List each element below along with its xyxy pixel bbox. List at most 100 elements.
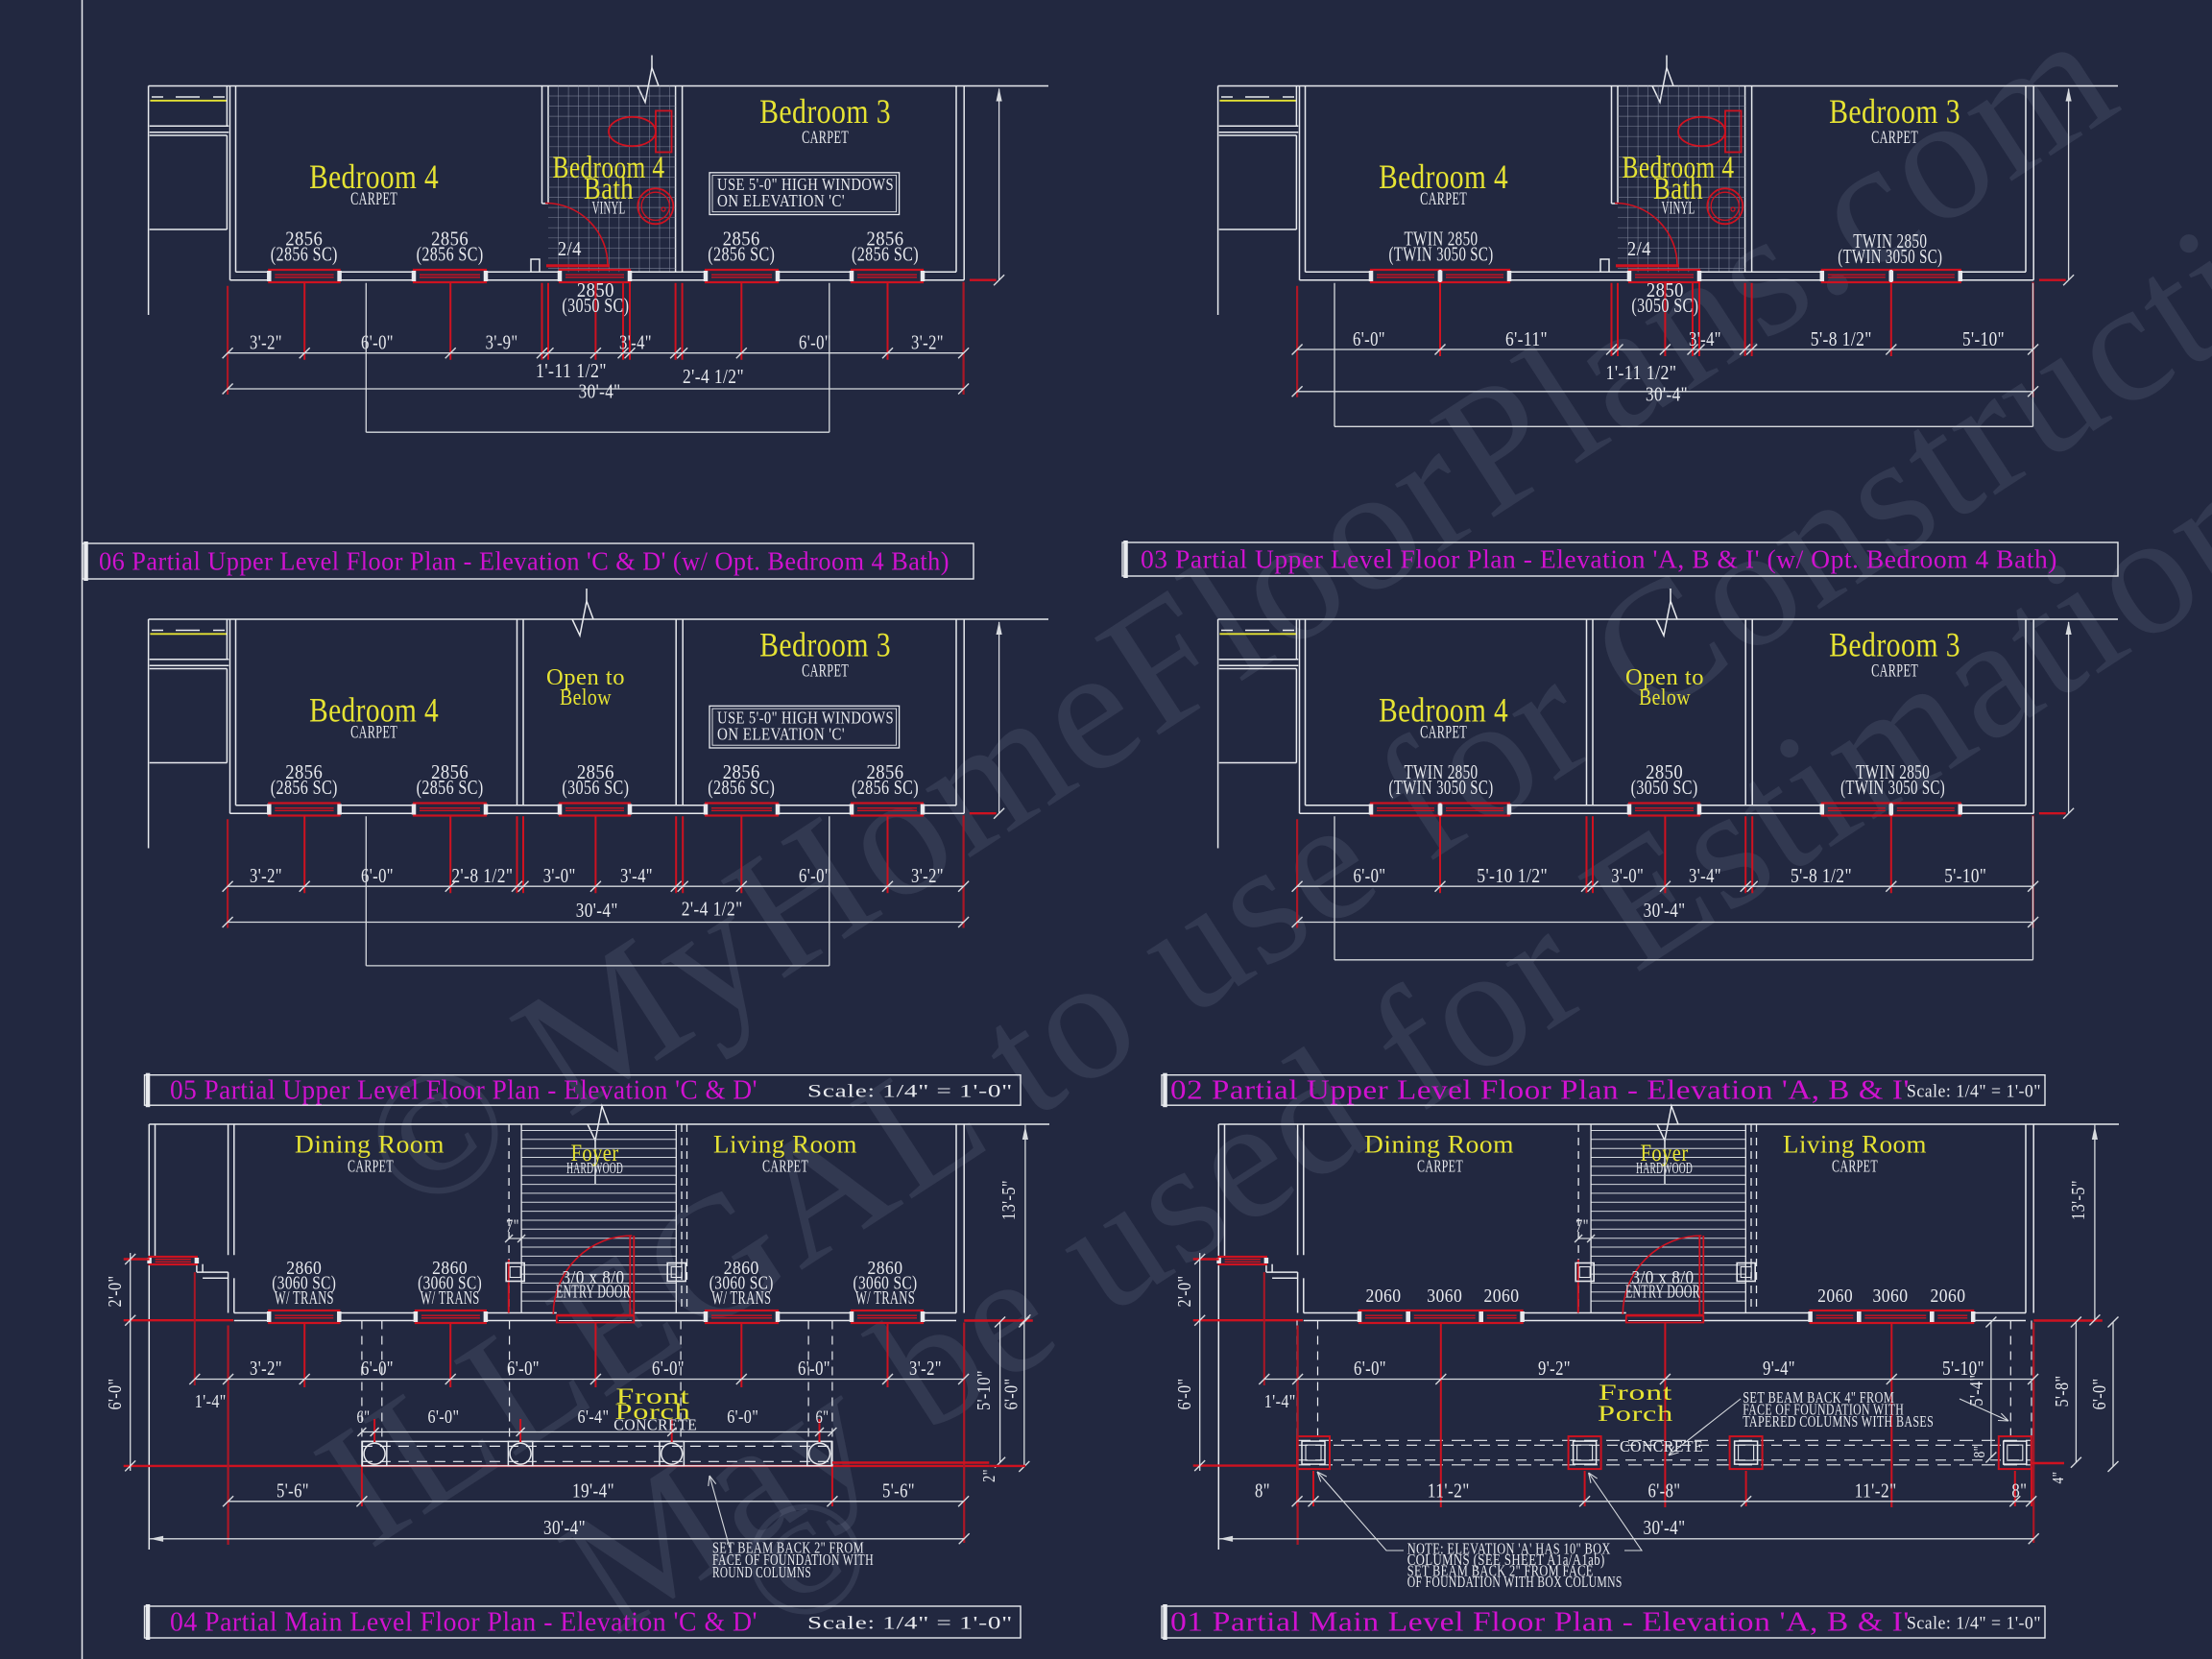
svg-text:(3060 SC): (3060 SC) <box>272 1273 336 1294</box>
svg-text:6'-4": 6'-4" <box>578 1407 610 1428</box>
svg-text:2/4: 2/4 <box>1627 237 1651 260</box>
svg-text:3060: 3060 <box>1427 1286 1462 1307</box>
svg-text:CARPET: CARPET <box>802 662 849 682</box>
svg-text:2856: 2856 <box>867 760 904 783</box>
svg-text:3060: 3060 <box>1873 1286 1909 1307</box>
svg-text:CARPET: CARPET <box>348 1157 394 1176</box>
svg-text:(2856 SC): (2856 SC) <box>417 776 484 799</box>
svg-text:02 Partial Upper Level Floor: 02 Partial Upper Level Floor Plan - Elev… <box>1170 1076 1910 1106</box>
svg-text:30'-4": 30'-4" <box>1644 899 1686 922</box>
svg-text:9'-4": 9'-4" <box>1763 1357 1795 1380</box>
svg-text:Living Room: Living Room <box>713 1130 857 1159</box>
svg-text:CARPET: CARPET <box>762 1157 808 1176</box>
svg-text:Front: Front <box>1599 1381 1672 1405</box>
svg-text:6'-0": 6'-0" <box>105 1379 126 1410</box>
svg-text:W/ TRANS: W/ TRANS <box>421 1287 480 1309</box>
svg-text:CONCRETE: CONCRETE <box>613 1416 697 1434</box>
svg-text:2860: 2860 <box>868 1258 903 1279</box>
svg-text:8": 8" <box>1970 1446 1988 1458</box>
svg-text:ON ELEVATION 'C': ON ELEVATION 'C' <box>717 191 845 210</box>
svg-text:NOTE: ELEVATION 'A' HAS 10" BO: NOTE: ELEVATION 'A' HAS 10" BOX <box>1407 1539 1611 1557</box>
svg-text:3'-4": 3'-4" <box>620 864 653 887</box>
svg-text:3'-2": 3'-2" <box>911 331 944 354</box>
svg-text:Bedroom 3: Bedroom 3 <box>759 626 891 664</box>
svg-text:2856: 2856 <box>723 760 760 783</box>
svg-text:Living Room: Living Room <box>1783 1130 1927 1159</box>
svg-text:ENTRY DOOR: ENTRY DOOR <box>556 1282 631 1303</box>
svg-text:Scale: 1/4" = 1'-0": Scale: 1/4" = 1'-0" <box>1907 1083 2041 1102</box>
svg-text:5'-10": 5'-10" <box>1942 1357 1984 1380</box>
svg-text:2060: 2060 <box>1484 1286 1520 1307</box>
svg-text:2/4: 2/4 <box>558 237 582 260</box>
svg-text:2850: 2850 <box>577 278 614 301</box>
svg-text:(2856 SC): (2856 SC) <box>417 243 484 266</box>
svg-text:5'-8": 5'-8" <box>2052 1376 2073 1407</box>
svg-text:30'-4": 30'-4" <box>543 1516 586 1539</box>
svg-text:CARPET: CARPET <box>350 724 397 743</box>
svg-text:FACE OF FOUNDATION WITH: FACE OF FOUNDATION WITH <box>712 1551 874 1569</box>
svg-text:6'-0": 6'-0" <box>1354 1357 1386 1380</box>
svg-text:2856: 2856 <box>431 760 469 783</box>
svg-text:Bedroom 4: Bedroom 4 <box>1379 157 1508 196</box>
svg-text:4": 4" <box>2049 1472 2067 1484</box>
svg-text:SET BEAM BACK 2" FROM FACE: SET BEAM BACK 2" FROM FACE <box>1407 1561 1594 1579</box>
svg-text:13'-5": 13'-5" <box>998 1180 1020 1220</box>
svg-text:3'-4": 3'-4" <box>1689 864 1721 887</box>
svg-text:Bath: Bath <box>584 172 634 206</box>
svg-text:13'-5": 13'-5" <box>2068 1180 2089 1220</box>
svg-text:CARPET: CARPET <box>350 190 397 209</box>
svg-text:Bedroom 4: Bedroom 4 <box>1623 151 1735 185</box>
svg-text:2850: 2850 <box>1647 278 1684 301</box>
svg-text:6'-0": 6'-0" <box>507 1357 540 1380</box>
svg-text:2860: 2860 <box>432 1258 468 1279</box>
svg-text:6'-0": 6'-0" <box>799 864 831 887</box>
svg-text:(2856 SC): (2856 SC) <box>852 776 919 799</box>
svg-text:Porch: Porch <box>615 1400 691 1424</box>
svg-text:5'-6": 5'-6" <box>882 1479 915 1502</box>
svg-text:2856: 2856 <box>577 760 614 783</box>
svg-text:TWIN 2850: TWIN 2850 <box>1405 760 1479 783</box>
svg-text:Bath: Bath <box>1653 172 1703 206</box>
svg-text:Scale: 1/4" = 1'-0": Scale: 1/4" = 1'-0" <box>807 1083 1013 1102</box>
svg-text:CARPET: CARPET <box>1417 1157 1463 1176</box>
svg-text:9'-2": 9'-2" <box>1538 1357 1571 1380</box>
svg-text:(3050 SC): (3050 SC) <box>1631 294 1698 317</box>
svg-text:2060: 2060 <box>1817 1286 1853 1307</box>
svg-text:VINYL: VINYL <box>592 199 626 219</box>
svg-text:Bedroom 4: Bedroom 4 <box>309 691 439 730</box>
svg-text:CARPET: CARPET <box>802 129 849 148</box>
svg-text:(2856 SC): (2856 SC) <box>852 243 919 266</box>
svg-text:2'-0": 2'-0" <box>105 1276 126 1308</box>
svg-text:Open to: Open to <box>1625 665 1704 690</box>
svg-text:Bedroom 3: Bedroom 3 <box>1829 92 1960 131</box>
svg-text:CONCRETE: CONCRETE <box>1620 1437 1703 1455</box>
svg-text:06 Partial Upper Level Floor: 06 Partial Upper Level Floor Plan - Elev… <box>99 547 950 576</box>
svg-text:(2856 SC): (2856 SC) <box>271 776 338 799</box>
svg-text:6'-0": 6'-0" <box>1353 327 1385 350</box>
svg-text:CARPET: CARPET <box>1871 662 1918 682</box>
svg-text:5'-6": 5'-6" <box>276 1479 309 1502</box>
svg-text:USE 5'-0" HIGH WINDOWS: USE 5'-0" HIGH WINDOWS <box>717 709 894 728</box>
svg-text:1'-11 1/2": 1'-11 1/2" <box>536 359 607 382</box>
svg-text:TWIN 2850: TWIN 2850 <box>1856 760 1930 783</box>
svg-text:Dining Room: Dining Room <box>1364 1130 1514 1159</box>
svg-text:(3056 SC): (3056 SC) <box>562 776 629 799</box>
svg-text:Bedroom 3: Bedroom 3 <box>1829 626 1960 664</box>
svg-text:(TWIN 3050 SC): (TWIN 3050 SC) <box>1840 776 1945 799</box>
svg-text:FACE OF FOUNDATION WITH: FACE OF FOUNDATION WITH <box>1743 1400 1904 1418</box>
svg-text:Front: Front <box>616 1384 690 1408</box>
svg-text:3'-9": 3'-9" <box>486 331 518 354</box>
svg-text:Bedroom 4: Bedroom 4 <box>553 151 665 185</box>
svg-text:(3060 SC): (3060 SC) <box>709 1273 774 1294</box>
svg-text:TWIN 2850: TWIN 2850 <box>1853 229 1927 252</box>
svg-text:30'-4": 30'-4" <box>579 380 621 403</box>
svg-text:(3050 SC): (3050 SC) <box>562 294 629 317</box>
svg-text:W/ TRANS: W/ TRANS <box>711 1287 771 1309</box>
svg-text:HARDWOOD: HARDWOOD <box>566 1159 623 1177</box>
svg-text:2856: 2856 <box>431 228 469 251</box>
svg-text:2856: 2856 <box>867 228 904 251</box>
svg-text:2'-8 1/2": 2'-8 1/2" <box>451 864 513 887</box>
svg-text:04 Partial Main Level Floor P: 04 Partial Main Level Floor Plan - Eleva… <box>170 1608 757 1638</box>
svg-text:3'-2": 3'-2" <box>250 864 282 887</box>
svg-text:6'-8": 6'-8" <box>1648 1479 1681 1502</box>
